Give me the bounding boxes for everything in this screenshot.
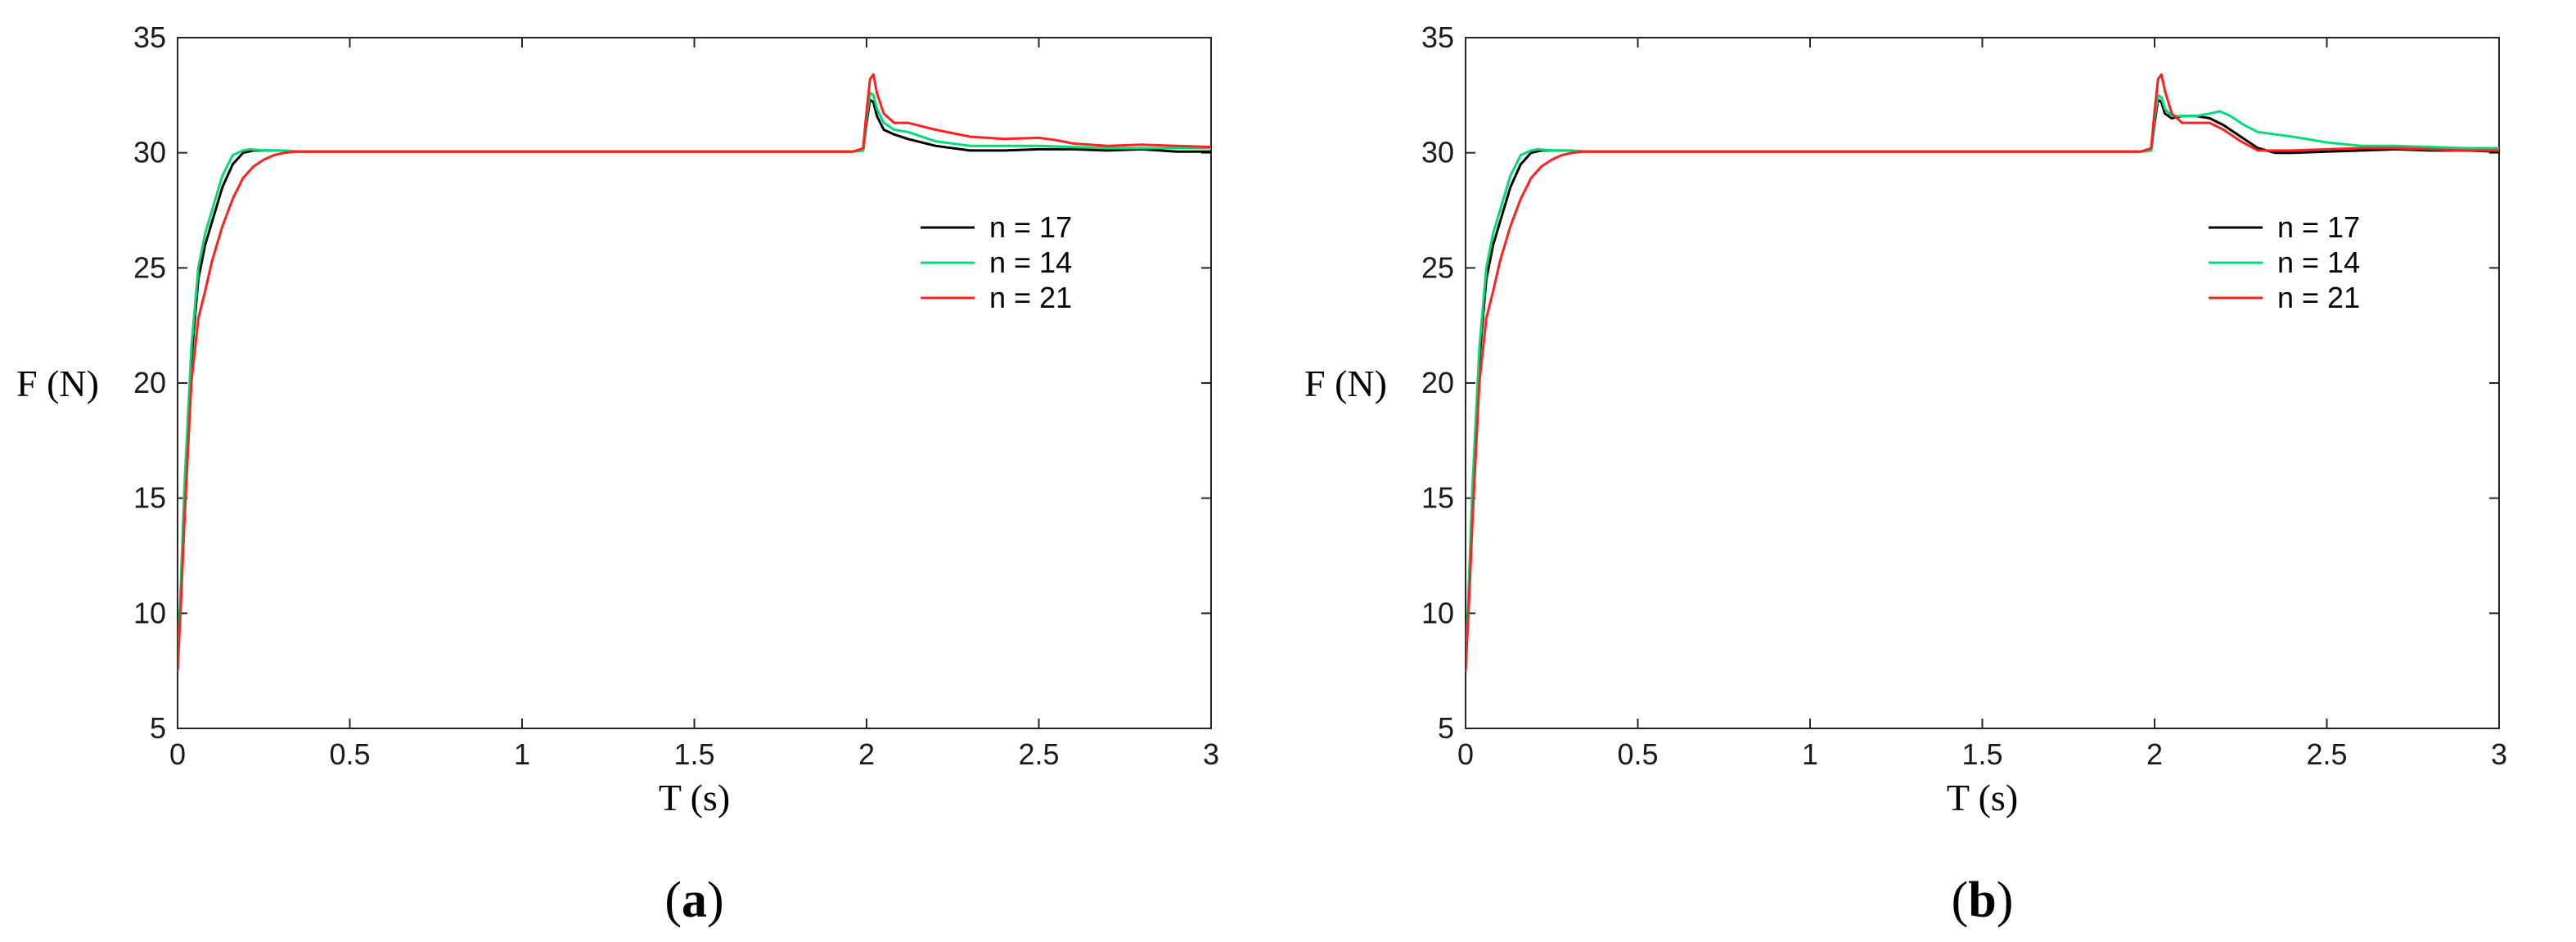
legend-label: n = 14 (989, 246, 1072, 279)
y-tick-label: 20 (1421, 366, 1454, 399)
x-tick-label: 2.5 (1018, 737, 1059, 771)
x-tick-label: 3 (1203, 737, 1219, 771)
x-tick-label: 1 (1802, 737, 1818, 771)
series-group (1466, 73, 2499, 673)
y-tick-label: 15 (1421, 481, 1454, 515)
y-axis-title: F (N) (16, 363, 99, 404)
y-tick-label: 20 (133, 366, 166, 399)
y-tick-label: 35 (1421, 20, 1454, 54)
x-axis-title: T (s) (659, 777, 730, 818)
x-tick-label: 1 (514, 737, 530, 771)
y-tick-label: 10 (1421, 596, 1454, 629)
legend-label: n = 14 (2277, 246, 2360, 279)
chart-panel-a: 0 0.5 1 1.5 2 2.5 3 5 10 15 20 25 30 35 n = 17 n = 14 n … (16, 20, 1219, 928)
y-tick-label: 35 (133, 20, 166, 54)
x-tick-label: 2.5 (2306, 737, 2347, 771)
y-tick-label: 30 (1421, 136, 1454, 169)
caption-letter: a (682, 872, 707, 928)
caption-open: ( (664, 872, 682, 928)
y-tick-label: 25 (133, 250, 166, 284)
y-tick-label: 15 (133, 481, 166, 515)
series-group (178, 73, 1211, 673)
caption-close: ) (1997, 872, 2014, 928)
y-axis-title: F (N) (1304, 363, 1387, 404)
chart-panel-b: 0 0.5 1 1.5 2 2.5 3 5 10 15 20 25 30 35 n = 17 n = 14 n … (1288, 0, 2576, 942)
x-tick-label: 2 (858, 737, 875, 771)
legend-label: n = 21 (2277, 281, 2360, 314)
legend-label: n = 21 (989, 281, 1072, 314)
panel-caption: (b) (1952, 872, 2014, 928)
y-tick-label: 25 (1421, 250, 1454, 284)
x-tick-label: 0.5 (329, 737, 370, 771)
y-tick-label: 5 (1438, 711, 1454, 745)
x-tick-label: 1.5 (1961, 737, 2002, 771)
x-tick-label: 0 (1457, 737, 1474, 771)
caption-open: ( (1952, 872, 1969, 928)
y-tick-label: 30 (133, 136, 166, 169)
x-tick-label: 2 (2146, 737, 2163, 771)
legend-label: n = 17 (989, 210, 1072, 244)
plot-frame (1465, 37, 2500, 729)
panel-caption: (a) (664, 872, 723, 928)
x-tick-label: 0.5 (1617, 737, 1658, 771)
caption-letter: b (1968, 872, 1996, 928)
series-line-3 (178, 73, 1211, 673)
caption-close: ) (707, 872, 724, 928)
y-tick-label: 10 (133, 596, 166, 629)
x-axis-title: T (s) (1947, 777, 2018, 818)
series-line-3 (1466, 73, 2499, 673)
x-tick-label: 1.5 (673, 737, 714, 771)
y-tick-label: 5 (150, 711, 166, 745)
x-tick-label: 0 (169, 737, 186, 771)
legend-label: n = 17 (2277, 210, 2360, 244)
x-tick-label: 3 (2491, 737, 2507, 771)
